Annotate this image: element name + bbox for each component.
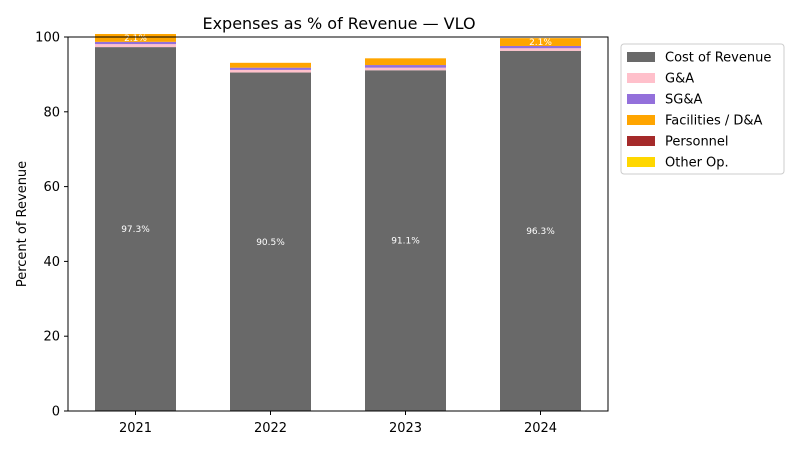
y-tick-label: 100 bbox=[35, 31, 60, 46]
x-tick-label: 2022 bbox=[254, 421, 287, 436]
legend-label: Personnel bbox=[665, 135, 729, 150]
bar-segment-2023-1 bbox=[365, 67, 446, 71]
y-tick-label: 80 bbox=[43, 105, 60, 120]
legend-label: G&A bbox=[665, 72, 694, 87]
y-tick-label: 20 bbox=[43, 330, 60, 345]
bar-segment-2021-0 bbox=[95, 47, 176, 412]
bar-segment-2021-1 bbox=[95, 44, 176, 48]
bar-segment-2022-2 bbox=[230, 67, 311, 70]
bar-segment-2021-3 bbox=[95, 34, 176, 42]
legend: Cost of Revenue G&A SG&A Facilities / D&A Pe… bbox=[620, 43, 785, 175]
data-label-2022-0: 90.5% bbox=[256, 238, 285, 248]
axes: 0 20 40 60 80 100 2021 2022 2023 2024 bbox=[35, 31, 609, 436]
legend-label: SG&A bbox=[665, 93, 702, 108]
y-tick-label: 0 bbox=[52, 405, 60, 420]
legend-swatch bbox=[627, 94, 655, 104]
bar-segment-2022-0 bbox=[230, 72, 311, 411]
data-label-2024-0: 96.3% bbox=[526, 227, 555, 237]
x-tick-label: 2023 bbox=[389, 421, 422, 436]
bar-segment-2024-2 bbox=[500, 45, 581, 49]
plot-frame bbox=[67, 36, 609, 412]
legend-label: Cost of Revenue bbox=[665, 51, 771, 66]
bar-segment-2024-1 bbox=[500, 48, 581, 51]
bar-segment-2023-2 bbox=[365, 65, 446, 68]
bar-segment-2021-2 bbox=[95, 41, 176, 45]
y-tick-label: 60 bbox=[43, 180, 60, 195]
chart-title: Expenses as % of Revenue — VLO bbox=[202, 14, 475, 33]
legend-label: Facilities / D&A bbox=[665, 114, 763, 129]
legend-box bbox=[620, 43, 785, 175]
legend-label: Other Op. bbox=[665, 156, 729, 171]
legend-swatch bbox=[627, 157, 655, 167]
bar-segment-2023-0 bbox=[365, 70, 446, 411]
bar-segment-2022-3 bbox=[230, 62, 311, 68]
data-label-2023-0: 91.1% bbox=[391, 237, 420, 247]
legend-swatch bbox=[627, 52, 655, 62]
data-label-2021-0: 97.3% bbox=[121, 225, 150, 235]
x-tick-label: 2024 bbox=[524, 421, 557, 436]
bar-segment-2024-3 bbox=[500, 38, 581, 46]
data-label-2021-3: 2.1% bbox=[124, 34, 147, 44]
y-axis-label: Percent of Revenue bbox=[15, 161, 30, 287]
legend-swatch bbox=[627, 73, 655, 83]
legend-swatch bbox=[627, 136, 655, 146]
plot-area: 97.3% 2.1% 90.5% 91.1% 96.3% 2.1% bbox=[95, 34, 581, 412]
legend-swatch bbox=[627, 115, 655, 125]
bar-segment-2023-3 bbox=[365, 58, 446, 66]
bar-segment-2022-1 bbox=[230, 69, 311, 73]
data-label-2024-3: 2.1% bbox=[529, 38, 552, 48]
y-tick-label: 40 bbox=[43, 255, 60, 270]
x-tick-label: 2021 bbox=[119, 421, 152, 436]
bar-segment-2024-0 bbox=[500, 50, 581, 411]
